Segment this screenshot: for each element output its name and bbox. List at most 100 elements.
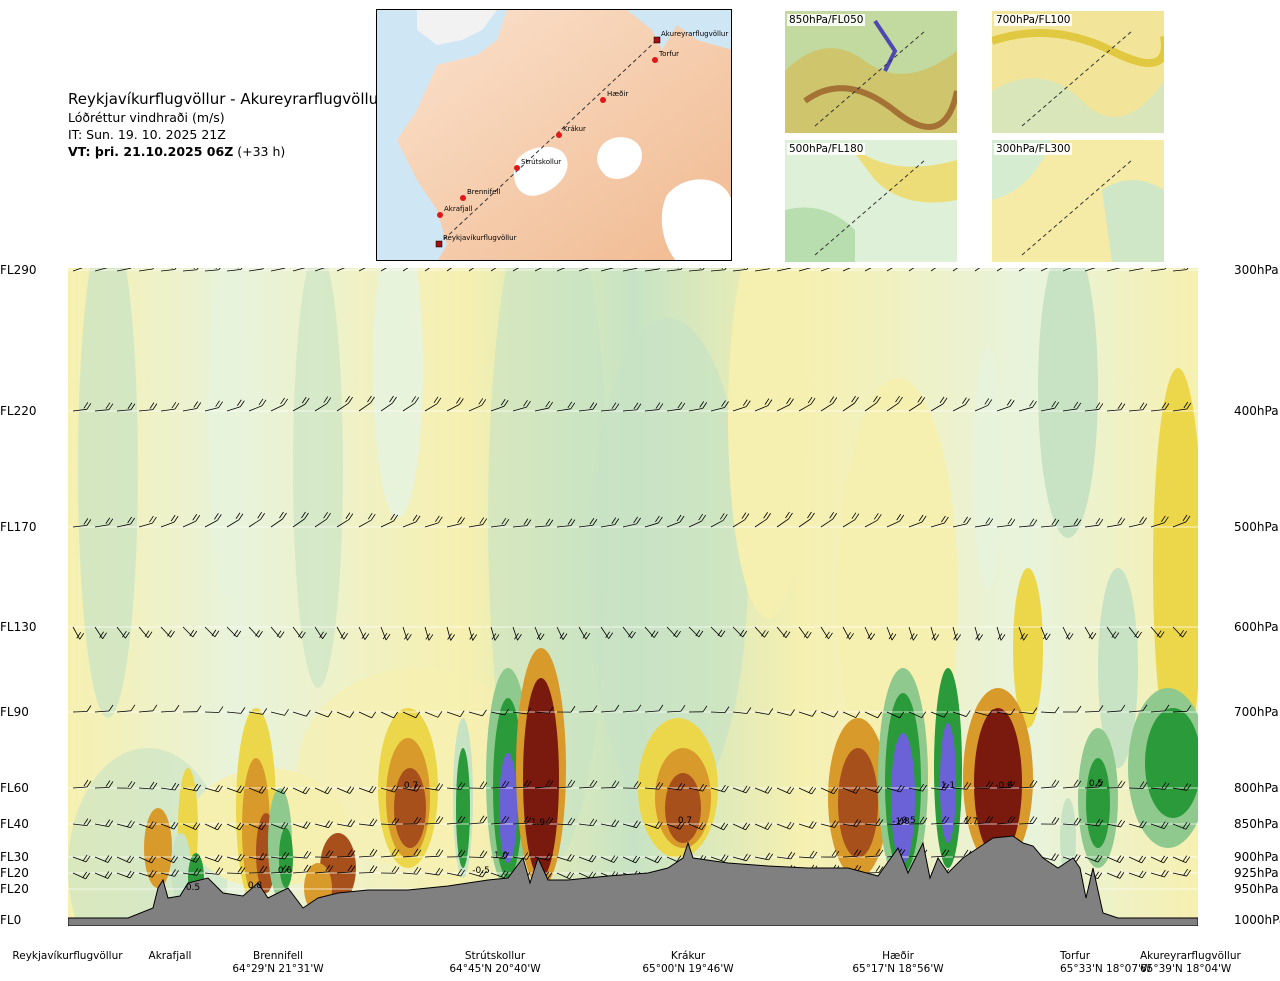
- level-left-0: FL290: [0, 263, 37, 277]
- wind-barb: [622, 516, 641, 528]
- wind-barb: [468, 709, 487, 717]
- wind-barb: [1040, 706, 1060, 714]
- thumb-500hpa[interactable]: 500hPa/FL180: [785, 140, 957, 262]
- wind-barb: [578, 518, 598, 528]
- wind-barb: [402, 816, 422, 825]
- wind-barb: [512, 399, 531, 412]
- wind-barb: [1150, 268, 1167, 272]
- wind-barb: [974, 398, 993, 412]
- wind-barb: [182, 822, 201, 830]
- wind-barb: [1084, 705, 1104, 713]
- wind-barb: [1128, 820, 1147, 829]
- wind-barb: [490, 268, 497, 272]
- field-blob: [940, 723, 956, 843]
- wind-barb: [204, 867, 224, 875]
- map-label-1: Torfur: [658, 50, 679, 58]
- wind-barb: [226, 512, 244, 528]
- route-map[interactable]: Akureyrarflugvöllur Torfur Hæðir Krákur Strú…: [376, 9, 732, 261]
- wind-barb: [1172, 855, 1191, 864]
- wind-barb: [842, 786, 861, 794]
- wind-barb: [644, 402, 664, 412]
- level-right-9: 950hPa: [1234, 882, 1279, 896]
- thumb-850hpa[interactable]: 850hPa/FL050: [785, 11, 957, 133]
- wind-barb: [1106, 780, 1126, 789]
- wind-barb: [930, 711, 949, 718]
- wind-barb: [974, 517, 994, 528]
- thumb-300hpa[interactable]: 300hPa/FL300: [992, 140, 1164, 262]
- contour-value: 1.7: [964, 817, 978, 827]
- thumb-300-label: 300hPa/FL300: [994, 143, 1073, 155]
- wind-barb: [292, 786, 311, 795]
- field-blob: [456, 748, 470, 868]
- wind-barb: [424, 711, 443, 718]
- wind-barb: [996, 518, 1016, 528]
- field-blob: [891, 733, 915, 863]
- wind-barb: [952, 626, 961, 641]
- wind-barb: [666, 782, 686, 791]
- wind-barb: [556, 705, 576, 713]
- wind-barb: [402, 396, 420, 412]
- wind-barb: [512, 626, 522, 641]
- wind-barb: [182, 705, 202, 713]
- wind-barb: [72, 871, 91, 880]
- contour-value: 0.5: [1089, 779, 1103, 789]
- wind-barb: [754, 852, 774, 861]
- wind-barb: [270, 626, 285, 638]
- wind-barb: [248, 708, 268, 715]
- wind-barb: [292, 511, 309, 528]
- level-right-4: 700hPa: [1234, 705, 1279, 719]
- wind-barb: [138, 626, 153, 638]
- wind-barb: [864, 395, 881, 412]
- wind-barb: [248, 786, 267, 794]
- level-left-6: FL40: [0, 817, 29, 831]
- thumb-700hpa[interactable]: 700hPa/FL100: [992, 11, 1164, 133]
- wind-barb: [754, 708, 774, 715]
- wind-barb: [1172, 822, 1191, 830]
- waypoint-6: Torfur 65°33'N 18°07'W: [1060, 950, 1200, 976]
- wind-barb: [666, 401, 686, 412]
- wind-barb: [314, 786, 333, 795]
- wind-barb: [204, 784, 223, 793]
- subtitle: Lóðréttur vindhraði (m/s): [68, 110, 225, 125]
- wind-barb: [644, 515, 663, 528]
- cross-section-svg: 0.50.70.80.6 -0.51.01.9 0.7 -0.5-1.81.11.7-…: [68, 268, 1198, 926]
- vertical-velocity-field: [68, 268, 1198, 926]
- wind-barb: [402, 848, 422, 858]
- wind-barb: [556, 779, 576, 789]
- wind-barb: [886, 268, 893, 272]
- wind-barb: [1172, 514, 1191, 528]
- wind-barb: [446, 710, 465, 718]
- wind-barb: [116, 626, 130, 639]
- wind-barb: [1018, 626, 1028, 641]
- wind-barb: [622, 268, 638, 272]
- wind-barb: [138, 268, 154, 272]
- wind-barb: [424, 867, 444, 876]
- wind-barb: [116, 268, 132, 272]
- wind-barb: [1172, 783, 1192, 791]
- thumb-850-label: 850hPa/FL050: [787, 14, 866, 26]
- wind-barb: [204, 822, 223, 831]
- field-blob: [1038, 268, 1098, 538]
- terrain: [68, 835, 1198, 926]
- wind-barb: [248, 822, 267, 831]
- level-right-1: 400hPa: [1234, 404, 1279, 418]
- wind-barb: [424, 396, 442, 412]
- wind-barb: [292, 864, 312, 874]
- wind-barb: [336, 849, 356, 858]
- wind-barb: [732, 626, 748, 638]
- wind-barb: [930, 515, 949, 528]
- wind-barb: [930, 782, 950, 791]
- wind-barb: [864, 626, 876, 640]
- wind-barb: [886, 784, 905, 793]
- wind-barb: [160, 626, 175, 638]
- thumb-300-svg: [992, 140, 1164, 262]
- contour-value: -0.5: [898, 816, 916, 826]
- wind-barb: [996, 399, 1015, 412]
- waypoint-name: Akrafjall: [148, 950, 192, 962]
- waypoint-coord: 65°39'N 18°04'W: [1140, 963, 1232, 975]
- field-blob: [838, 748, 878, 858]
- wind-barb: [402, 866, 422, 875]
- wind-barb: [776, 821, 795, 830]
- wind-barb: [1128, 870, 1147, 879]
- wind-barb: [424, 626, 434, 641]
